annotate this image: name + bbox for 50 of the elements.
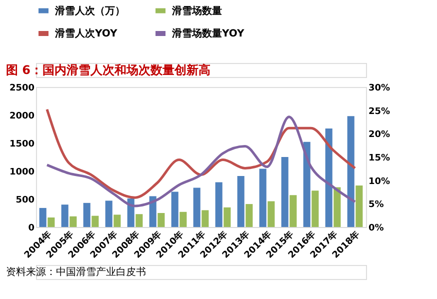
y2-tick-label: 0% xyxy=(368,224,384,234)
bar xyxy=(334,187,341,227)
line-series xyxy=(46,108,356,199)
bar xyxy=(48,217,55,227)
bar xyxy=(268,201,275,227)
y2-tick-label: 15% xyxy=(368,154,390,164)
y2-tick-label: 20% xyxy=(368,130,390,140)
bar xyxy=(61,204,68,227)
bar xyxy=(224,207,231,227)
bar xyxy=(70,216,77,227)
bar xyxy=(237,176,244,227)
bar xyxy=(290,195,297,227)
bar xyxy=(325,128,332,227)
bar xyxy=(136,214,143,227)
y2-tick-label: 25% xyxy=(368,106,390,117)
legend-label: 滑雪人次（万） xyxy=(54,4,125,17)
bar xyxy=(312,190,319,227)
bar xyxy=(356,186,363,227)
bar xyxy=(92,216,99,227)
bar xyxy=(180,212,187,227)
y2-tick-label: 30% xyxy=(368,84,390,94)
y-tick-label: 1000 xyxy=(9,168,34,178)
y-tick-label: 0 xyxy=(28,224,34,234)
line-series xyxy=(46,116,356,208)
y-tick-label: 2500 xyxy=(9,84,34,94)
chart-title: 图 6：国内滑雪人次和场次数量创新高 xyxy=(6,63,211,77)
legend-label: 滑雪场数量YOY xyxy=(171,28,246,40)
bar xyxy=(83,202,90,227)
y2-tick-label: 10% xyxy=(368,176,390,187)
text: 资料来源：中国滑雪产业白皮书 xyxy=(6,266,146,278)
y-tick-label: 1500 xyxy=(9,140,34,150)
y-tick-label: 500 xyxy=(16,196,34,206)
bar xyxy=(246,204,253,227)
bar xyxy=(149,196,156,227)
y2-tick-label: 5% xyxy=(368,200,384,210)
legend-label: 滑雪场数量 xyxy=(171,4,222,17)
bar xyxy=(281,157,288,227)
bar xyxy=(347,116,354,227)
bar xyxy=(158,213,165,227)
bar xyxy=(105,200,112,227)
bar xyxy=(193,188,200,227)
bar xyxy=(202,210,209,227)
bar xyxy=(259,168,266,227)
legend-label: 滑雪人次YOY xyxy=(54,28,118,40)
y-tick-label: 2000 xyxy=(9,112,34,122)
bar xyxy=(114,214,121,227)
bar xyxy=(39,208,46,227)
bar xyxy=(171,192,178,227)
bar xyxy=(215,182,222,227)
bar xyxy=(303,142,310,227)
